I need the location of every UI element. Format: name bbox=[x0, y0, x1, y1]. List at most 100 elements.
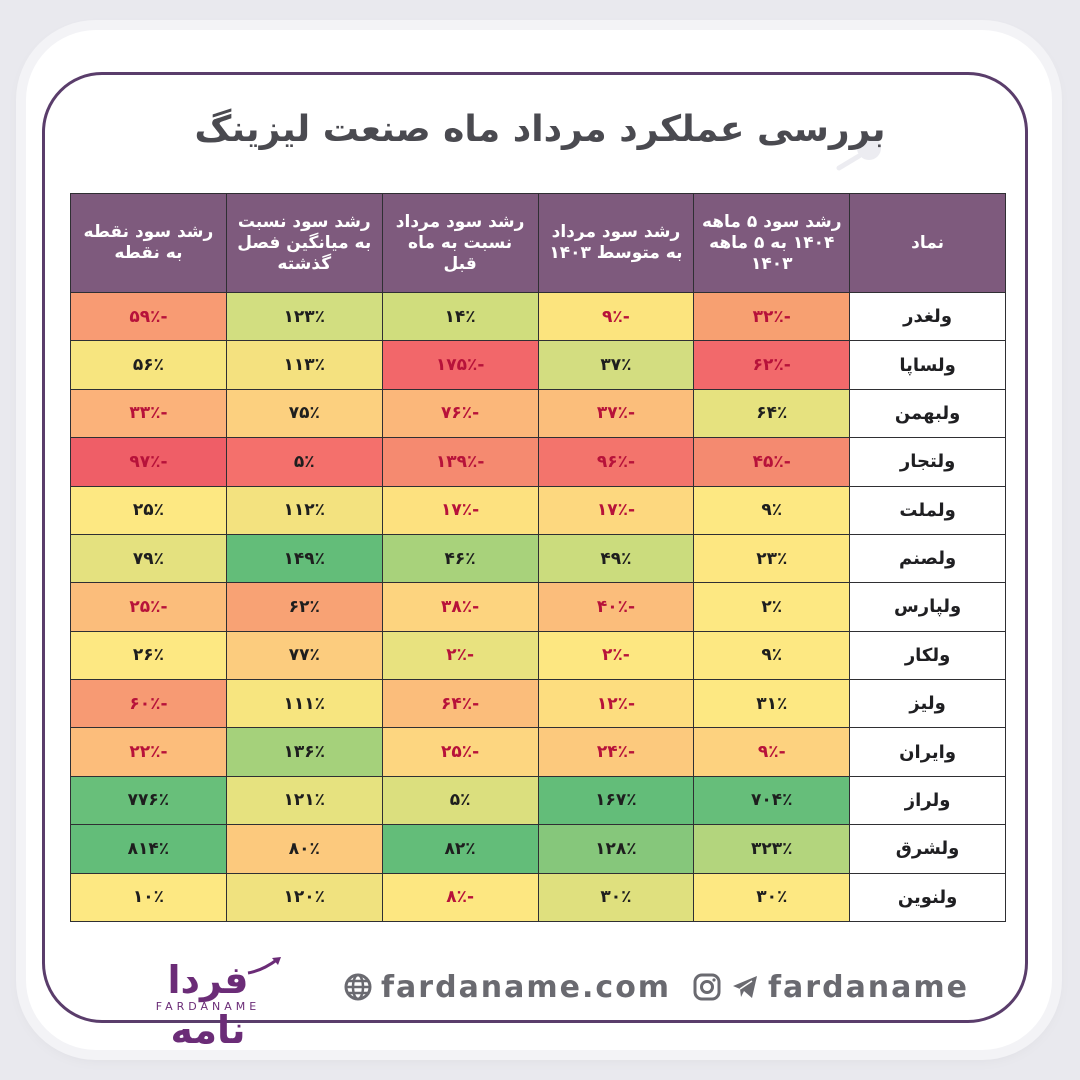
value-cell: -۹٪ bbox=[537, 291, 695, 342]
table-row: ولملت ۹٪ -۱۷٪ -۱۷٪ ۱۱۲٪ ۲۵٪ bbox=[70, 485, 1006, 535]
value-cell: ۲۶٪ bbox=[70, 630, 227, 681]
value-cell: -۳۳٪ bbox=[70, 388, 227, 439]
value-cell: -۳۲٪ bbox=[693, 291, 851, 342]
value-cell: ۱۲۱٪ bbox=[225, 775, 383, 826]
instagram-icon bbox=[693, 973, 721, 1001]
value-cell: ۳۱٪ bbox=[693, 678, 851, 729]
value-cell: ۱۲۸٪ bbox=[537, 824, 695, 874]
value-cell: -۳۷٪ bbox=[537, 388, 695, 439]
value-cell: -۱۷۵٪ bbox=[381, 340, 539, 390]
value-cell: ۸۰٪ bbox=[225, 824, 383, 874]
decorative-arrow-icon bbox=[836, 136, 881, 171]
value-cell: ۹٪ bbox=[693, 630, 851, 681]
value-cell: ۳۰٪ bbox=[693, 872, 851, 922]
logo-text-fa: فردا نامه bbox=[167, 958, 249, 1052]
value-cell: ۱۲۳٪ bbox=[225, 291, 383, 342]
table-row: ولکار ۹٪ -۲٪ -۲٪ ۷۷٪ ۲۶٪ bbox=[70, 630, 1006, 681]
value-cell: -۶۴٪ bbox=[381, 678, 539, 729]
symbol-cell: ولبهمن bbox=[849, 388, 1006, 439]
table-row: ولتجار -۴۵٪ -۹۶٪ -۱۳۹٪ ۵٪ -۹۷٪ bbox=[70, 437, 1006, 487]
value-cell: -۹۶٪ bbox=[537, 437, 695, 487]
value-cell: -۱۷٪ bbox=[381, 485, 539, 535]
value-cell: -۶۰٪ bbox=[70, 678, 227, 729]
value-cell: ۱۱۲٪ bbox=[225, 485, 383, 535]
symbol-cell: ولکار bbox=[849, 630, 1006, 681]
value-cell: -۲۵٪ bbox=[381, 727, 539, 777]
value-cell: ۸۱۴٪ bbox=[70, 824, 227, 874]
value-cell: -۵۹٪ bbox=[70, 291, 227, 342]
value-cell: -۲۵٪ bbox=[70, 582, 227, 632]
value-cell: -۹٪ bbox=[693, 727, 851, 777]
value-cell: -۲۴٪ bbox=[537, 727, 695, 777]
value-cell: ۱۱۳٪ bbox=[225, 340, 383, 390]
value-cell: ۴۶٪ bbox=[381, 533, 539, 584]
table-row: ولبهمن ۶۴٪ -۳۷٪ -۷۶٪ ۷۵٪ -۳۳٪ bbox=[70, 388, 1006, 439]
value-cell: ۱۴۹٪ bbox=[225, 533, 383, 584]
globe-icon bbox=[344, 973, 372, 1001]
brand-logo: فردا نامه FARDANAME bbox=[128, 955, 298, 1052]
social-handle-text: fardaname bbox=[768, 969, 970, 1005]
value-cell: -۱۲٪ bbox=[537, 678, 695, 729]
performance-table: نماد رشد سود ۵ ماهه ۱۴۰۴ به ۵ ماهه ۱۴۰۳ رش… bbox=[70, 193, 1006, 922]
table-row: وایران -۹٪ -۲۴٪ -۲۵٪ ۱۳۶٪ -۲۲٪ bbox=[70, 727, 1006, 777]
symbol-cell: ولنوین bbox=[849, 872, 1006, 922]
value-cell: ۲۳٪ bbox=[693, 533, 851, 584]
value-cell: ۲٪ bbox=[693, 582, 851, 632]
symbol-cell: وایران bbox=[849, 727, 1006, 777]
symbol-cell: ولملت bbox=[849, 485, 1006, 535]
header-col-2: رشد سود مرداد به متوسط ۱۴۰۳ bbox=[537, 193, 695, 293]
social-handle[interactable]: fardaname bbox=[692, 967, 969, 1007]
value-cell: ۶۴٪ bbox=[693, 388, 851, 439]
table-header-row: نماد رشد سود ۵ ماهه ۱۴۰۴ به ۵ ماهه ۱۴۰۳ رش… bbox=[70, 193, 1006, 293]
value-cell: ۱۳۶٪ bbox=[225, 727, 383, 777]
value-cell: ۵٪ bbox=[225, 437, 383, 487]
value-cell: ۵۶٪ bbox=[70, 340, 227, 390]
header-symbol: نماد bbox=[849, 193, 1006, 293]
table-row: ولشرق ۳۲۳٪ ۱۲۸٪ ۸۲٪ ۸۰٪ ۸۱۴٪ bbox=[70, 824, 1006, 874]
value-cell: ۱۲۰٪ bbox=[225, 872, 383, 922]
value-cell: -۲۲٪ bbox=[70, 727, 227, 777]
symbol-cell: ولغدر bbox=[849, 291, 1006, 342]
table-row: ولنوین ۳۰٪ ۳۰٪ -۸٪ ۱۲۰٪ ۱۰٪ bbox=[70, 872, 1006, 922]
value-cell: -۷۶٪ bbox=[381, 388, 539, 439]
value-cell: ۱۶۷٪ bbox=[537, 775, 695, 826]
symbol-cell: ولساپا bbox=[849, 340, 1006, 390]
value-cell: ۷۷٪ bbox=[225, 630, 383, 681]
value-cell: -۴۵٪ bbox=[693, 437, 851, 487]
table-row: ولپارس ۲٪ -۴۰٪ -۳۸٪ ۶۲٪ -۲۵٪ bbox=[70, 582, 1006, 632]
symbol-cell: ولشرق bbox=[849, 824, 1006, 874]
website-link[interactable]: fardaname.com bbox=[343, 967, 671, 1007]
value-cell: ۴۹٪ bbox=[537, 533, 695, 584]
value-cell: -۲٪ bbox=[381, 630, 539, 681]
value-cell: -۴۰٪ bbox=[537, 582, 695, 632]
page-title: بررسی عملکرد مرداد ماه صنعت لیزینگ bbox=[194, 109, 886, 150]
value-cell: ۳۲۳٪ bbox=[693, 824, 851, 874]
value-cell: ۳۷٪ bbox=[537, 340, 695, 390]
value-cell: ۳۰٪ bbox=[537, 872, 695, 922]
value-cell: -۱۷٪ bbox=[537, 485, 695, 535]
value-cell: -۲٪ bbox=[537, 630, 695, 681]
telegram-icon bbox=[733, 976, 757, 998]
value-cell: -۳۸٪ bbox=[381, 582, 539, 632]
logo-arrow-icon bbox=[247, 957, 281, 975]
value-cell: -۶۲٪ bbox=[693, 340, 851, 390]
table-row: ولراز ۷۰۴٪ ۱۶۷٪ ۵٪ ۱۲۱٪ ۷۷۶٪ bbox=[70, 775, 1006, 826]
table-row: ولغدر -۳۲٪ -۹٪ ۱۴٪ ۱۲۳٪ -۵۹٪ bbox=[70, 291, 1006, 342]
footer: fardaname fardaname.com فردا نامه FARDAN… bbox=[0, 955, 1080, 1052]
value-cell: ۵٪ bbox=[381, 775, 539, 826]
value-cell: ۱۴٪ bbox=[381, 291, 539, 342]
symbol-cell: ولصنم bbox=[849, 533, 1006, 584]
value-cell: -۸٪ bbox=[381, 872, 539, 922]
value-cell: ۱۰٪ bbox=[70, 872, 227, 922]
value-cell: -۱۳۹٪ bbox=[381, 437, 539, 487]
header-col-4: رشد سود نسبت به میانگین فصل گذشته bbox=[225, 193, 383, 293]
header-col-1: رشد سود ۵ ماهه ۱۴۰۴ به ۵ ماهه ۱۴۰۳ bbox=[693, 193, 851, 293]
table-row: ولصنم ۲۳٪ ۴۹٪ ۴۶٪ ۱۴۹٪ ۷۹٪ bbox=[70, 533, 1006, 584]
header-col-3: رشد سود مرداد نسبت به ماه قبل bbox=[381, 193, 539, 293]
symbol-cell: ولراز bbox=[849, 775, 1006, 826]
table-row: ولیز ۳۱٪ -۱۲٪ -۶۴٪ ۱۱۱٪ -۶۰٪ bbox=[70, 678, 1006, 729]
value-cell: -۹۷٪ bbox=[70, 437, 227, 487]
header-col-5: رشد سود نقطه به نقطه bbox=[70, 193, 227, 293]
value-cell: ۱۱۱٪ bbox=[225, 678, 383, 729]
value-cell: ۷۷۶٪ bbox=[70, 775, 227, 826]
